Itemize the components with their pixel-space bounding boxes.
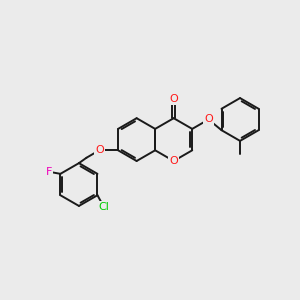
Text: O: O	[169, 156, 178, 166]
Text: Cl: Cl	[98, 202, 109, 212]
Text: O: O	[204, 115, 213, 124]
Text: O: O	[169, 94, 178, 104]
Text: O: O	[95, 145, 103, 155]
Text: F: F	[45, 167, 52, 177]
